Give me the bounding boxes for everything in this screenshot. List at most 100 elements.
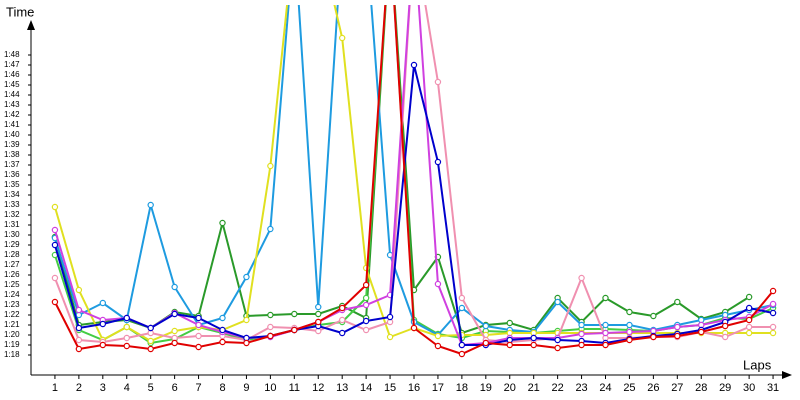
y-axis-arrow bbox=[27, 20, 35, 30]
point bbox=[195, 332, 202, 340]
y-tick-label: 1:36 bbox=[4, 170, 20, 179]
y-tick-label: 1:34 bbox=[4, 190, 20, 199]
point bbox=[51, 298, 59, 306]
point bbox=[578, 341, 585, 349]
point bbox=[578, 330, 585, 338]
point bbox=[147, 345, 154, 353]
point bbox=[267, 162, 274, 170]
y-tick-label: 1:40 bbox=[4, 130, 20, 139]
y-tick-label: 1:27 bbox=[4, 260, 20, 269]
x-tick-label: 3 bbox=[100, 382, 106, 394]
point bbox=[195, 314, 202, 322]
y-axis-label: Time bbox=[6, 4, 34, 19]
point bbox=[338, 34, 346, 42]
x-tick-label: 13 bbox=[336, 382, 348, 394]
x-tick-label: 9 bbox=[243, 382, 249, 394]
point bbox=[721, 322, 729, 330]
point bbox=[362, 326, 370, 334]
series-line bbox=[53, 5, 774, 347]
point bbox=[674, 298, 681, 306]
point bbox=[75, 306, 83, 314]
x-tick-label: 31 bbox=[767, 382, 779, 394]
y-tick-label: 1:32 bbox=[4, 210, 20, 219]
point bbox=[674, 323, 681, 331]
point bbox=[721, 333, 729, 341]
x-tick-label: 23 bbox=[575, 382, 587, 394]
x-axis-label: Laps bbox=[743, 357, 772, 372]
point bbox=[602, 341, 609, 349]
point bbox=[458, 350, 466, 358]
point bbox=[458, 341, 466, 349]
point bbox=[769, 309, 777, 317]
point bbox=[458, 294, 466, 302]
x-tick-label: 28 bbox=[695, 382, 707, 394]
point bbox=[219, 314, 226, 322]
point bbox=[195, 321, 202, 329]
series-line bbox=[54, 5, 774, 356]
y-tick-label: 1:39 bbox=[4, 140, 20, 149]
y-tick-label: 1:28 bbox=[4, 250, 20, 259]
point bbox=[745, 323, 753, 331]
x-tick-label: 26 bbox=[647, 382, 659, 394]
point bbox=[219, 219, 226, 227]
point bbox=[578, 274, 585, 282]
x-tick-label: 19 bbox=[480, 382, 492, 394]
point bbox=[99, 341, 107, 349]
point bbox=[147, 324, 154, 332]
point bbox=[51, 226, 59, 234]
x-tick-label: 2 bbox=[76, 382, 82, 394]
x-tick-label: 12 bbox=[312, 382, 324, 394]
y-tick-label: 1:20 bbox=[4, 330, 20, 339]
x-tick-label: 21 bbox=[528, 382, 540, 394]
point bbox=[123, 323, 130, 331]
point bbox=[602, 329, 609, 337]
point bbox=[171, 283, 178, 291]
point bbox=[51, 274, 59, 282]
x-tick-label: 10 bbox=[264, 382, 276, 394]
x-tick-label: 16 bbox=[408, 382, 420, 394]
y-tick-label: 1:41 bbox=[4, 120, 20, 129]
point bbox=[554, 298, 561, 306]
point bbox=[315, 318, 322, 326]
y-tick-label: 1:18 bbox=[4, 350, 20, 359]
y-tick-label: 1:25 bbox=[4, 280, 20, 289]
point bbox=[698, 328, 705, 336]
x-tick-label: 4 bbox=[124, 382, 130, 394]
point bbox=[75, 336, 83, 344]
point bbox=[75, 345, 83, 353]
point bbox=[75, 324, 83, 332]
series-line bbox=[53, 5, 750, 335]
point bbox=[626, 308, 633, 316]
y-tick-label: 1:47 bbox=[4, 60, 20, 69]
y-tick-label: 1:43 bbox=[4, 100, 20, 109]
x-tick-label: 27 bbox=[671, 382, 683, 394]
point bbox=[506, 341, 513, 349]
x-tick-label: 17 bbox=[432, 382, 444, 394]
x-axis-arrow bbox=[782, 371, 792, 379]
x-tick-label: 8 bbox=[219, 382, 225, 394]
point bbox=[147, 337, 154, 345]
point bbox=[243, 339, 250, 347]
point bbox=[123, 342, 130, 350]
point bbox=[123, 334, 130, 342]
y-tick-label: 1:33 bbox=[4, 200, 20, 209]
point bbox=[434, 78, 442, 86]
point bbox=[434, 332, 442, 340]
point bbox=[99, 320, 107, 328]
point bbox=[554, 344, 561, 352]
point bbox=[291, 310, 298, 318]
point bbox=[530, 341, 537, 349]
point bbox=[195, 343, 202, 351]
point bbox=[769, 329, 777, 337]
point bbox=[554, 336, 561, 344]
point bbox=[650, 333, 657, 341]
point bbox=[578, 321, 585, 329]
point bbox=[51, 203, 59, 211]
y-tick-label: 1:48 bbox=[4, 50, 20, 59]
point bbox=[123, 314, 130, 322]
point bbox=[362, 294, 370, 302]
point bbox=[626, 336, 633, 344]
y-tick-label: 1:42 bbox=[4, 110, 20, 119]
y-tick-label: 1:21 bbox=[4, 320, 20, 329]
